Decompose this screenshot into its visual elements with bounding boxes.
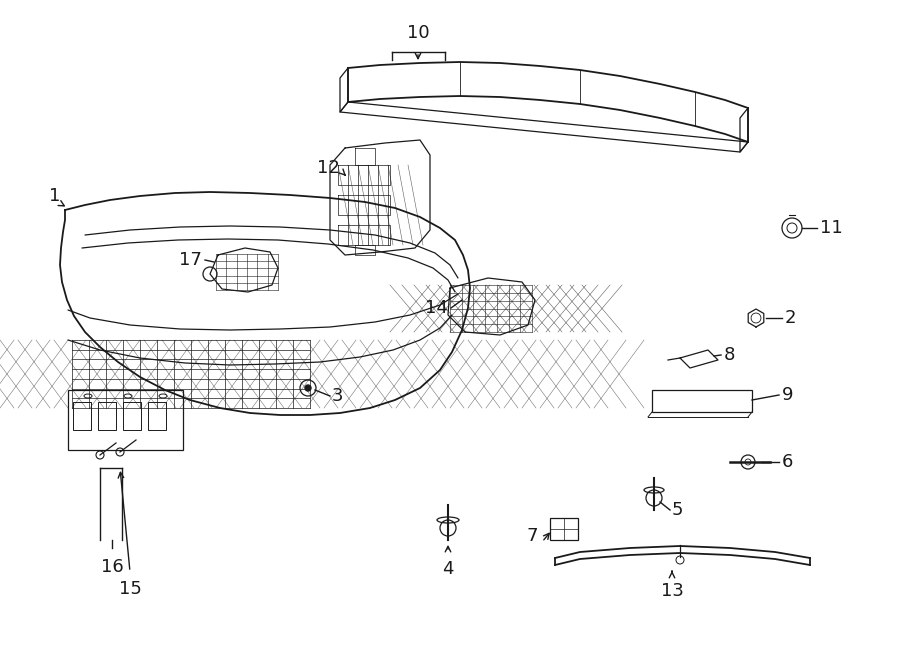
Text: 12: 12 xyxy=(317,159,340,177)
Text: 6: 6 xyxy=(782,453,794,471)
Bar xyxy=(550,518,578,540)
Bar xyxy=(123,402,141,430)
Text: 11: 11 xyxy=(820,219,842,237)
Text: 9: 9 xyxy=(782,386,794,404)
Text: 4: 4 xyxy=(442,560,454,578)
Bar xyxy=(652,390,752,412)
Text: 2: 2 xyxy=(785,309,796,327)
Text: 5: 5 xyxy=(672,501,683,519)
Bar xyxy=(73,402,91,430)
Circle shape xyxy=(305,385,311,391)
Text: 16: 16 xyxy=(101,558,123,576)
Text: 1: 1 xyxy=(50,187,60,205)
Bar xyxy=(98,402,116,430)
Bar xyxy=(68,390,183,450)
Text: 15: 15 xyxy=(119,580,141,598)
Text: 8: 8 xyxy=(724,346,735,364)
Text: 17: 17 xyxy=(179,251,202,269)
Bar xyxy=(148,402,166,430)
Text: 10: 10 xyxy=(407,24,429,42)
Text: 14: 14 xyxy=(425,299,448,317)
Text: 7: 7 xyxy=(526,527,538,545)
Text: 13: 13 xyxy=(661,582,683,600)
Text: 3: 3 xyxy=(332,387,344,405)
